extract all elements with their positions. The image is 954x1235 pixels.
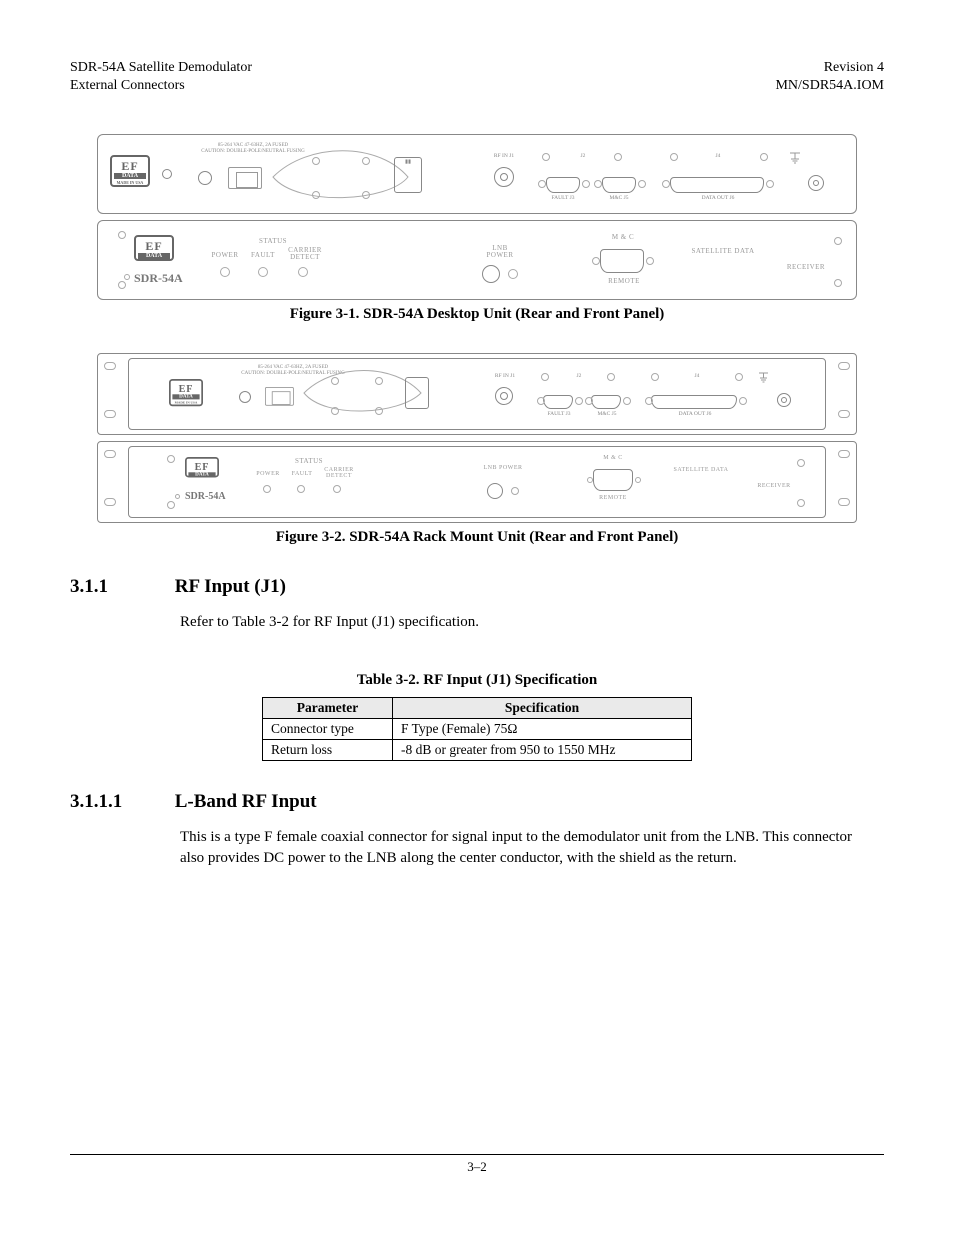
page-number: 3–2 <box>467 1159 487 1174</box>
table-header-row: Parameter Specification <box>263 698 692 719</box>
desktop-rear-panel: EF DATA MADE IN USA 85-264 VAC 47-63HZ, … <box>97 134 857 214</box>
section-3-1-1-heading: 3.1.1 RF Input (J1) <box>70 576 884 598</box>
vent-icon <box>198 171 212 185</box>
ground-icon <box>788 151 808 165</box>
ef-logo: EF DATA MADE IN USA <box>169 379 203 406</box>
figure-3-2: EF DATA MADE IN USA 85-264 VAC 47-63HZ, … <box>97 353 857 546</box>
j2-label: J2 <box>558 153 608 159</box>
header-section: External Connectors <box>70 78 185 94</box>
ef-logo-front: EF DATA <box>134 235 174 261</box>
header-title: SDR-54A Satellite Demodulator <box>70 60 252 76</box>
remote-label: REMOTE <box>602 277 646 285</box>
status-label: STATUS <box>238 237 308 245</box>
dataout-label: DATA OUT J6 <box>690 195 746 201</box>
table-header-parameter: Parameter <box>263 698 393 719</box>
figure-3-1: EF DATA MADE IN USA 85-264 VAC 47-63HZ, … <box>97 134 857 323</box>
figure-3-2-caption: Figure 3-2. SDR-54A Rack Mount Unit (Rea… <box>97 529 857 546</box>
lnb-led <box>508 269 518 279</box>
lnb-label: LNB POWER <box>478 245 522 259</box>
desktop-front-panel: EF DATA SDR-54A STATUS POWER FAULT CARRI… <box>97 220 857 300</box>
section-number: 3.1.1.1 <box>70 791 170 813</box>
iec-inlet <box>228 167 262 189</box>
header-docnum: MN/SDR54A.IOM <box>775 78 884 94</box>
fault-label: FAULT J3 <box>544 195 582 201</box>
dataout-connector <box>670 177 764 193</box>
power-led <box>220 267 230 277</box>
ground-stud <box>808 175 824 191</box>
mc-front-label: M & C <box>598 233 648 241</box>
mc-connector <box>602 177 636 193</box>
section-3-1-1-1-heading: 3.1.1.1 L-Band RF Input <box>70 791 884 813</box>
fault-led <box>258 267 268 277</box>
mc-label: M&C J5 <box>600 195 638 201</box>
page-header: SDR-54A Satellite Demodulator Revision 4… <box>70 60 884 94</box>
rack-front-panel: EF DATA SDR-54A STATUS POWER FAULT CARRI… <box>97 441 857 523</box>
fault-connector <box>546 177 580 193</box>
section-3-1-1-body: Refer to Table 3-2 for RF Input (J1) spe… <box>180 612 874 632</box>
figure-3-1-caption: Figure 3-1. SDR-54A Desktop Unit (Rear a… <box>97 306 857 323</box>
section-title: RF Input (J1) <box>175 576 286 597</box>
page-footer: 3–2 <box>70 1154 884 1175</box>
header-revision: Revision 4 <box>824 60 884 76</box>
table-header-specification: Specification <box>393 698 692 719</box>
table-row: Connector type F Type (Female) 75Ω <box>263 719 692 740</box>
model-label: SDR-54A <box>134 271 183 286</box>
section-3-1-1-1-body: This is a type F female coaxial connecto… <box>180 827 874 868</box>
ef-logo: EF DATA MADE IN USA <box>110 155 150 187</box>
satdata-label: SATELLITE DATA <box>678 247 768 255</box>
mc-front-connector <box>600 249 644 273</box>
section-title: L-Band RF Input <box>175 791 317 812</box>
rf-in-label: RF IN J1 <box>484 153 524 159</box>
section-number: 3.1.1 <box>70 576 170 598</box>
fuse-indicator <box>162 169 172 179</box>
table-3-2: Parameter Specification Connector type F… <box>262 697 692 761</box>
table-3-2-caption: Table 3-2. RF Input (J1) Specification <box>70 672 884 689</box>
rack-rear-panel: EF DATA MADE IN USA 85-264 VAC 47-63HZ, … <box>97 353 857 435</box>
table-row: Return loss -8 dB or greater from 950 to… <box>263 740 692 761</box>
j4-label: J4 <box>698 153 738 159</box>
carrier-led <box>298 267 308 277</box>
receiver-label: RECEIVER <box>778 263 834 271</box>
lnb-knob <box>482 265 500 283</box>
rf-in-connector <box>494 167 514 187</box>
